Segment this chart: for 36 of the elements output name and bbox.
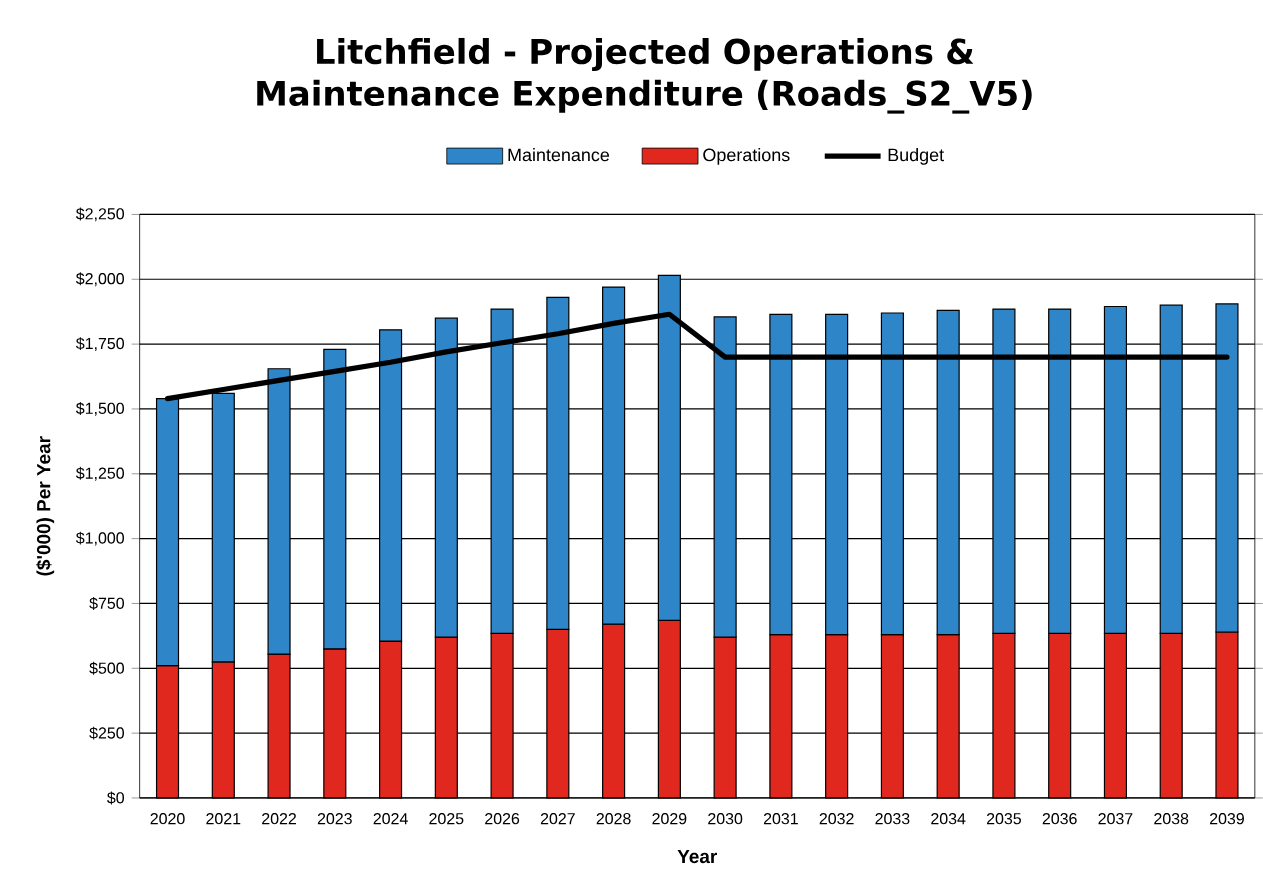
y-tick-label: $250 [89,726,124,740]
x-tick-label: 2034 [931,813,966,825]
y-tick-label: $1,000 [75,531,124,546]
x-tick-label: 2020 [150,813,185,825]
y-tick-label: $500 [89,661,124,675]
x-tick-label: 2029 [652,813,687,825]
x-tick-label: 2023 [317,813,352,825]
y-tick-label: $0 [107,791,125,805]
legend-label: Budget [888,148,944,165]
x-tick-label: 2028 [596,813,631,825]
y-tick-label: $2,250 [75,207,124,222]
x-tick-label: 2027 [540,813,575,825]
x-tick-label: 2035 [986,813,1021,825]
x-tick-label: 2024 [373,813,408,825]
chart-title: Litchfield - Projected Operations & Maintenance Expenditure (Roads_S2_V5) [257,38,1032,114]
y-tick-label: $750 [89,597,124,611]
x-tick-label: 2025 [429,813,464,825]
x-tick-label: 2030 [708,813,743,825]
y-axis-title: ($'000) Per Year [36,436,55,576]
y-tick-label: $2,000 [75,272,124,287]
x-tick-label: 2032 [819,813,854,825]
legend-label: Operations [703,148,790,165]
x-tick-label: 2021 [206,813,241,825]
y-tick-label: $1,750 [75,337,124,352]
x-tick-label: 2039 [1210,813,1244,825]
legend-label: Maintenance [508,148,610,162]
x-tick-label: 2038 [1154,813,1189,825]
x-tick-label: 2033 [875,813,910,825]
x-tick-label: 2031 [763,813,798,825]
x-tick-label: 2036 [1042,813,1077,825]
x-axis-title: Year [677,850,717,864]
x-tick-label: 2037 [1098,813,1133,825]
x-tick-label: 2026 [485,813,520,825]
x-tick-label: 2022 [262,813,296,825]
y-tick-label: $1,250 [75,466,124,481]
y-tick-label: $1,500 [75,402,124,416]
